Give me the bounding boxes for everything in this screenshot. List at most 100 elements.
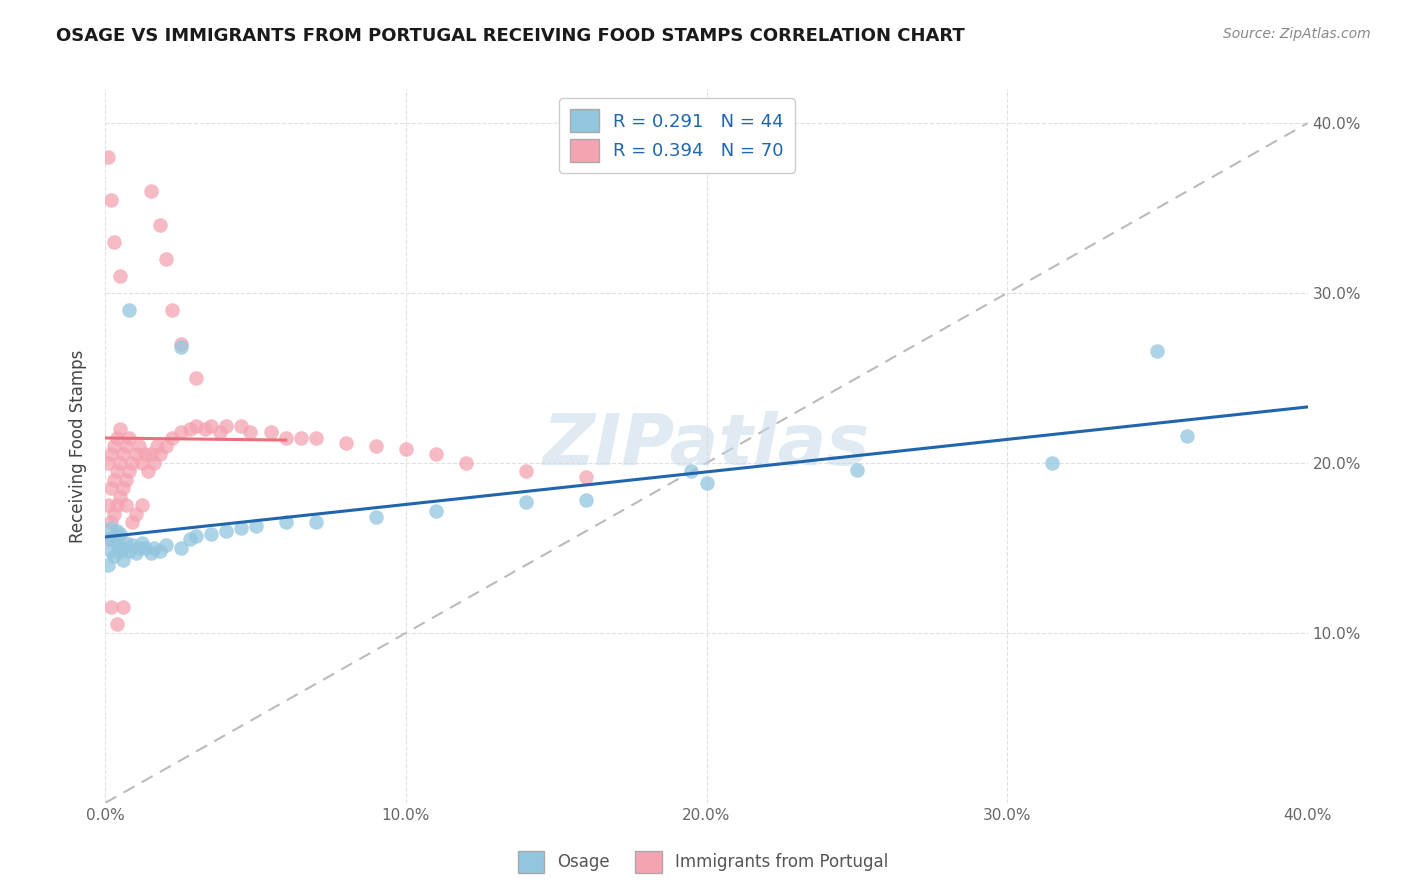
Point [274, 430, 297, 444]
Point [103, 439, 125, 453]
Point [100, 193, 122, 207]
Point [112, 482, 135, 496]
Point [97, 533, 120, 547]
Point [115, 499, 138, 513]
Point [681, 465, 703, 479]
Point [229, 520, 252, 534]
Point [184, 418, 207, 433]
Point [136, 465, 159, 479]
Point [131, 499, 153, 513]
Point [100, 520, 122, 534]
Point [169, 425, 191, 440]
Point [112, 448, 135, 462]
Point [148, 448, 170, 462]
Point [134, 448, 156, 462]
Point [305, 430, 328, 444]
Point [1175, 429, 1198, 443]
Point [134, 541, 156, 555]
Point [100, 600, 122, 615]
Point [100, 448, 122, 462]
Point [124, 507, 146, 521]
Point [121, 516, 143, 530]
Point [194, 422, 217, 436]
Point [425, 503, 447, 517]
Point [515, 495, 537, 509]
Point [97, 456, 120, 470]
Point [245, 519, 267, 533]
Point [575, 493, 598, 508]
Point [110, 456, 132, 470]
Point [110, 544, 132, 558]
Point [112, 600, 135, 615]
Point [139, 448, 162, 462]
Point [845, 463, 868, 477]
Point [169, 541, 191, 555]
Point [112, 541, 135, 555]
Point [100, 516, 122, 530]
Point [97, 533, 120, 547]
Y-axis label: Receiving Food Stamps: Receiving Food Stamps [69, 350, 87, 542]
Point [124, 546, 146, 560]
Text: OSAGE VS IMMIGRANTS FROM PORTUGAL RECEIVING FOOD STAMPS CORRELATION CHART: OSAGE VS IMMIGRANTS FROM PORTUGAL RECEIV… [56, 27, 965, 45]
Point [128, 541, 150, 555]
Point [200, 418, 222, 433]
Point [184, 529, 207, 543]
Point [103, 507, 125, 521]
Point [118, 303, 141, 318]
Point [103, 533, 125, 547]
Point [107, 617, 129, 632]
Point [139, 184, 162, 198]
Point [107, 537, 129, 551]
Point [214, 418, 236, 433]
Point [290, 430, 312, 444]
Point [107, 524, 129, 538]
Point [454, 456, 477, 470]
Point [200, 527, 222, 541]
Point [260, 425, 283, 440]
Point [169, 341, 191, 355]
Point [169, 337, 191, 351]
Point [364, 439, 387, 453]
Point [515, 465, 537, 479]
Point [124, 448, 146, 462]
Point [97, 499, 120, 513]
Point [131, 536, 153, 550]
Point [274, 516, 297, 530]
Point [214, 524, 236, 538]
Point [155, 439, 177, 453]
Point [110, 269, 132, 284]
Point [145, 439, 167, 453]
Point [335, 435, 357, 450]
Point [110, 422, 132, 436]
Point [142, 456, 165, 470]
Point [107, 430, 129, 444]
Point [110, 490, 132, 504]
Point [1146, 343, 1168, 358]
Point [103, 473, 125, 487]
Point [97, 558, 120, 572]
Point [208, 425, 231, 440]
Point [425, 448, 447, 462]
Point [364, 510, 387, 524]
Point [128, 439, 150, 453]
Point [160, 303, 183, 318]
Point [107, 465, 129, 479]
Point [118, 430, 141, 444]
Point [131, 456, 153, 470]
Point [97, 150, 120, 164]
Point [575, 469, 598, 483]
Point [103, 549, 125, 564]
Point [121, 537, 143, 551]
Point [110, 527, 132, 541]
Point [179, 422, 201, 436]
Point [229, 418, 252, 433]
Point [115, 439, 138, 453]
Point [155, 252, 177, 266]
Point [305, 516, 328, 530]
Text: ZIPatlas: ZIPatlas [543, 411, 870, 481]
Point [696, 476, 718, 491]
Text: Source: ZipAtlas.com: Source: ZipAtlas.com [1223, 27, 1371, 41]
Point [118, 465, 141, 479]
Point [142, 541, 165, 555]
Point [184, 371, 207, 385]
